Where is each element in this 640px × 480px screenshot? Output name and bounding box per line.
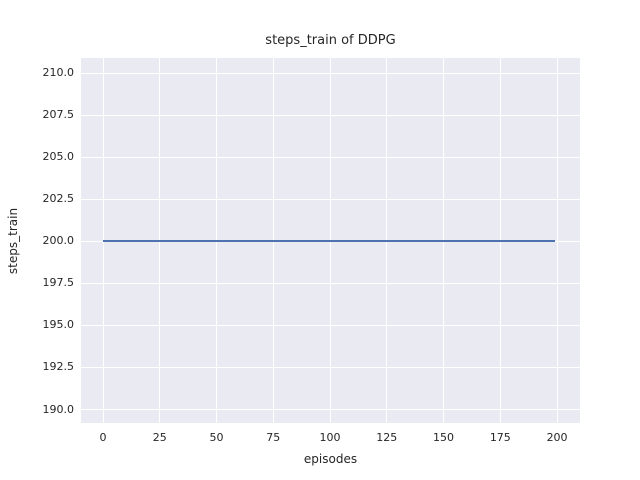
y-tick-label: 195.0 bbox=[42, 318, 75, 332]
y-gridline bbox=[81, 114, 580, 116]
data-line bbox=[103, 240, 555, 243]
y-tick-label: 192.5 bbox=[42, 360, 75, 374]
y-tick-label: 205.0 bbox=[42, 150, 75, 164]
x-axis-label: episodes bbox=[303, 452, 358, 466]
y-tick-label: 197.5 bbox=[42, 276, 75, 290]
y-tick-label: 200.0 bbox=[42, 234, 75, 248]
x-tick-label: 150 bbox=[433, 431, 455, 444]
x-tick-label: 75 bbox=[266, 431, 281, 444]
plot-area bbox=[81, 58, 580, 423]
x-tick-label: 125 bbox=[376, 431, 398, 444]
y-gridline bbox=[81, 198, 580, 200]
y-gridline bbox=[81, 324, 580, 326]
x-tick-label: 50 bbox=[209, 431, 224, 444]
y-gridline bbox=[81, 409, 580, 411]
y-gridline bbox=[81, 72, 580, 74]
y-tick-label: 210.0 bbox=[42, 66, 75, 80]
x-gridline bbox=[556, 58, 558, 423]
y-tick-label: 207.5 bbox=[42, 108, 75, 122]
x-tick-label: 25 bbox=[152, 431, 167, 444]
y-tick-label: 190.0 bbox=[42, 402, 75, 416]
y-gridline bbox=[81, 366, 580, 368]
chart-title: steps_train of DDPG bbox=[265, 33, 396, 48]
y-tick-label: 202.5 bbox=[42, 192, 75, 206]
x-tick-label: 0 bbox=[99, 431, 107, 444]
x-tick-label: 100 bbox=[319, 431, 341, 444]
x-tick-label: 175 bbox=[489, 431, 511, 444]
x-tick-label: 200 bbox=[546, 431, 568, 444]
y-gridline bbox=[81, 282, 580, 284]
y-gridline bbox=[81, 156, 580, 158]
